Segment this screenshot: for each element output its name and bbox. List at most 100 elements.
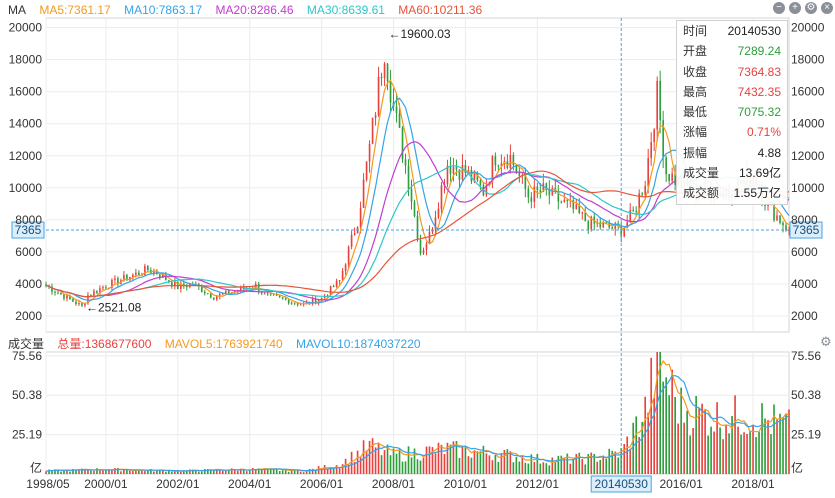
candle-body [102, 287, 104, 289]
candle-body [374, 115, 377, 118]
volume-bar [464, 446, 467, 474]
volume-bar [224, 470, 227, 474]
candle-body [386, 63, 389, 82]
volume-bar [578, 452, 581, 474]
volume-bar [123, 469, 125, 474]
volume-bar [743, 432, 745, 474]
volume-bar [380, 455, 383, 474]
candle-body [557, 191, 560, 202]
volume-bar [434, 453, 437, 474]
volume-bar [353, 462, 356, 474]
volume-bar [632, 422, 635, 474]
crosshair-price-text: 7365 [793, 223, 820, 237]
volume-bar [374, 447, 377, 474]
volume-bar [260, 469, 263, 474]
candle-body [458, 169, 461, 180]
volume-bar [497, 461, 500, 474]
y-tick-left: 18000 [9, 53, 43, 67]
y-tick-left: 4000 [15, 277, 42, 291]
volume-bar [638, 436, 641, 474]
candle-body [60, 292, 62, 295]
candle-body [632, 209, 635, 211]
volume-bar [740, 434, 742, 474]
candle-body [278, 295, 281, 298]
volume-bar [269, 468, 272, 474]
candle-body [407, 165, 410, 189]
volume-bar [593, 453, 596, 474]
candle-body [614, 223, 617, 229]
candle-body [51, 286, 53, 292]
volume-bar [554, 462, 557, 474]
ma-line-ma20 [45, 141, 790, 301]
candle-body [641, 193, 644, 195]
zoom-in-icon[interactable]: + [789, 2, 801, 14]
y-tick-right: 12000 [791, 149, 825, 163]
volume-bar [278, 470, 281, 474]
y-tick-right: 4000 [791, 277, 818, 291]
volume-bar [227, 470, 230, 474]
y-tick-right: 16000 [791, 85, 825, 99]
volume-bar [527, 463, 530, 474]
candle-body [446, 165, 449, 185]
candle-body [656, 80, 658, 130]
volume-bar [401, 461, 404, 474]
x-tick: 2006/01 [300, 477, 344, 491]
candle-body [455, 166, 458, 170]
candle-body [584, 212, 587, 222]
volume-bar [218, 470, 221, 474]
candle-body [782, 222, 784, 226]
candle-body [635, 210, 638, 212]
volume-bar [680, 387, 682, 474]
volume-bar [57, 469, 59, 474]
candle-body [171, 282, 173, 287]
volume-bar [731, 415, 733, 474]
legend-ma60: MA60:10211.36 [398, 3, 483, 17]
volume-bar [623, 444, 626, 474]
zoom-out-icon[interactable]: − [773, 2, 785, 14]
volume-bar [63, 469, 65, 474]
vol-tick-right: 亿 [791, 460, 803, 475]
volume-bar [629, 448, 632, 474]
volume-bar [182, 470, 185, 474]
volume-bar [81, 468, 83, 474]
volume-bar [560, 455, 563, 474]
volume-bar [566, 453, 569, 474]
volume-bar [329, 467, 332, 474]
tooltip-value: 7364.83 [737, 64, 781, 79]
ma-line-ma10 [45, 97, 790, 304]
candle-body [383, 63, 386, 79]
volume-bar [494, 454, 497, 474]
settings-icon[interactable]: ⚙ [805, 2, 817, 14]
candle-body [572, 200, 575, 209]
volume-bar [84, 470, 86, 474]
tooltip-label: 开盘 [683, 44, 708, 59]
candle-body [401, 127, 404, 160]
volume-bar [371, 438, 374, 474]
volume-bar [758, 432, 760, 474]
volume-bar [491, 460, 494, 474]
volume-bar [509, 451, 512, 474]
crosshair-price-label-right: 7365 [789, 221, 823, 239]
volume-bar [689, 435, 691, 474]
candle-body [293, 302, 296, 304]
close-icon[interactable]: × [821, 2, 833, 14]
volume-bar [668, 395, 670, 474]
candlestick-series [45, 61, 790, 308]
candle-body [611, 227, 614, 229]
crosshair-price-text: 7365 [15, 223, 42, 237]
y-tick-left: 12000 [9, 149, 43, 163]
volume-settings-icon[interactable]: ⚙ [820, 334, 832, 349]
volume-bar [126, 469, 128, 474]
volume-bar [138, 469, 140, 474]
candle-body [332, 286, 335, 288]
volume-bar [365, 450, 368, 474]
legend-ma5: MA5:7361.17 [39, 3, 111, 17]
candle-body [338, 280, 341, 282]
x-tick: 2016/01 [659, 477, 703, 491]
tooltip-value: 0.71% [746, 125, 781, 140]
price-annotations: ←19600.03 ←2521.08 [86, 27, 451, 315]
tooltip-label: 最低 [683, 105, 708, 120]
volume-bar [443, 454, 446, 474]
candle-body [147, 266, 149, 271]
